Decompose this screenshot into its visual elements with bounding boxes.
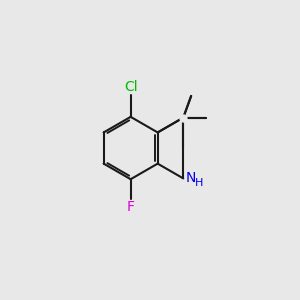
Text: H: H — [195, 178, 203, 188]
Text: Cl: Cl — [124, 80, 137, 94]
Text: N: N — [186, 171, 196, 185]
Text: F: F — [127, 200, 135, 214]
